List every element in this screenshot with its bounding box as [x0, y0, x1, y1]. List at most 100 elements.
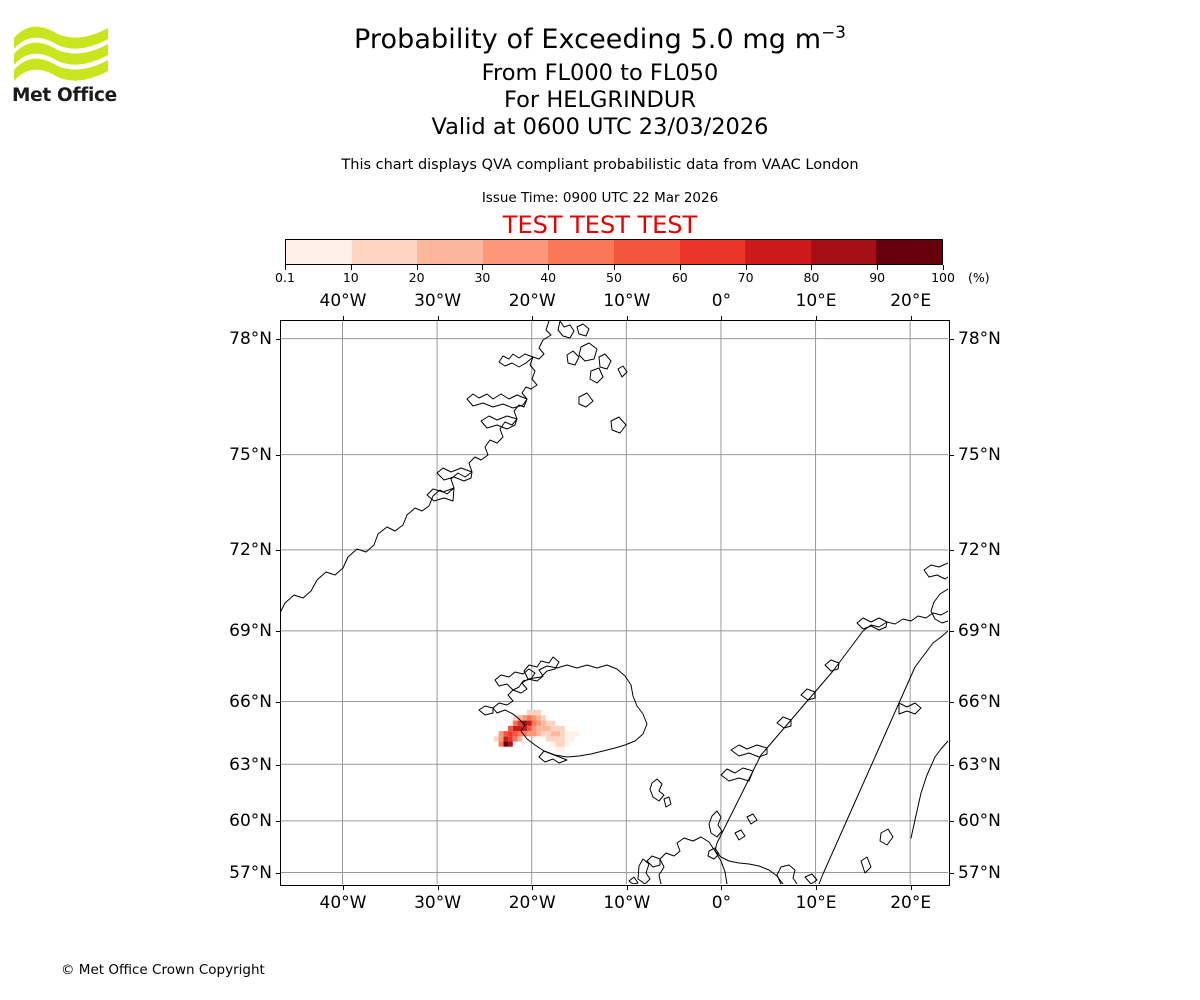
probability-cell: [545, 720, 551, 726]
tick-lon-bottom: [626, 886, 628, 890]
tick-lon-bottom: [910, 886, 912, 890]
lat-label-left-75°N: 75°N: [229, 445, 272, 466]
page-title: Probability of Exceeding 5.0 mg m−3: [0, 24, 1200, 55]
probability-cell: [560, 736, 565, 742]
tick-lat-left: [276, 631, 280, 633]
tick-lat-left: [276, 550, 280, 552]
colorbar-label-50: 50: [606, 270, 622, 285]
colorbar-cell-8: [810, 240, 877, 264]
title-main-text: Probability of Exceeding 5.0 mg m: [353, 24, 822, 55]
probability-cell: [517, 715, 523, 721]
lon-label-bottom-0°: 0°: [711, 893, 732, 913]
title-valid-time: Valid at 0600 UTC 23/03/2026: [431, 114, 769, 140]
probability-cell: [560, 731, 565, 737]
title-flight-levels: From FL000 to FL050: [481, 60, 719, 86]
scotland-west-inlets: [646, 855, 661, 868]
norway-skerries-a: [746, 813, 758, 825]
iceland-coastline: [492, 664, 648, 758]
probability-cell: [555, 725, 561, 732]
iceland-reykjanes-detail: [478, 705, 494, 716]
norway-fjord-c: [776, 716, 792, 729]
probability-cell: [512, 720, 518, 726]
lon-label-top-20°W: 20°W: [508, 291, 556, 311]
tick-lon-bottom: [342, 886, 344, 890]
probability-cell: [564, 736, 570, 742]
greenland-fjords-north: [498, 353, 534, 368]
probability-cell: [560, 741, 565, 747]
colorbar-cell-2: [417, 240, 483, 264]
island-bear: [610, 416, 627, 434]
norway-skerries-b: [734, 829, 746, 841]
tick-lat-left: [276, 873, 280, 875]
probability-cell: [536, 720, 542, 726]
ash-probability-map[interactable]: [280, 320, 950, 886]
probability-cell: [526, 715, 532, 721]
tick-lon-bottom: [721, 886, 723, 890]
probability-cell: [564, 741, 570, 747]
subtitle-qva-note: This chart displays QVA compliant probab…: [341, 157, 859, 173]
lat-label-left-69°N: 69°N: [229, 621, 272, 642]
probability-cell: [498, 731, 504, 737]
lon-label-top-30°W: 30°W: [414, 291, 462, 311]
probability-cell: [545, 736, 551, 742]
tick-lat-right: [950, 455, 954, 457]
probability-cell: [508, 731, 513, 737]
probability-cell: [526, 709, 532, 716]
colorbar-label-90: 90: [869, 270, 886, 285]
denmark-islands: [804, 873, 818, 884]
tick-lat-left: [276, 821, 280, 823]
probability-cell: [541, 725, 546, 732]
coastlines: [281, 321, 948, 884]
colorbar-tick-0.1: [285, 265, 286, 270]
colorbar-unit-label: (%): [968, 270, 990, 285]
colorbar-tick-50: [614, 265, 615, 270]
scotland-coastline: [658, 836, 728, 884]
lat-label-left-72°N: 72°N: [229, 540, 272, 561]
tick-lon-top: [626, 316, 628, 320]
probability-cell: [498, 741, 504, 747]
probability-cell: [555, 736, 561, 742]
probability-cell: [517, 725, 523, 732]
probability-cell: [522, 715, 527, 721]
probability-cell: [512, 731, 518, 737]
lon-label-bottom-10°W: 10°W: [603, 893, 651, 913]
probability-cell: [541, 731, 546, 737]
tick-lat-left: [276, 764, 280, 766]
colorbar-cell-9: [876, 240, 942, 264]
colorbar-label-0.1: 0.1: [275, 270, 295, 285]
colorbar-tick-10: [350, 265, 352, 270]
probability-cell: [550, 741, 556, 747]
colorbar-tickmarks: [285, 265, 944, 273]
colorbar-cell-4: [548, 240, 614, 264]
tick-lon-top: [532, 316, 534, 320]
probability-cell: [503, 741, 509, 747]
lon-label-top-40°W: 40°W: [319, 291, 367, 311]
lat-label-right-66°N: 66°N: [958, 692, 1001, 713]
probability-cell: [564, 731, 570, 737]
island-north-e: [598, 353, 612, 370]
probability-cell: [560, 746, 565, 752]
norway-fjord-a: [824, 659, 840, 672]
probability-cell: [498, 736, 504, 742]
colorbar-gradient: [285, 239, 943, 265]
probability-cell: [569, 736, 575, 742]
orkney-islands: [707, 847, 720, 860]
island-north-b: [576, 323, 590, 337]
lon-label-bottom-30°W: 30°W: [414, 893, 462, 913]
tick-lon-top: [342, 316, 344, 320]
lat-label-right-72°N: 72°N: [958, 540, 1001, 561]
lat-label-left-78°N: 78°N: [229, 329, 272, 350]
probability-cell: [531, 725, 537, 732]
lon-label-top-10°W: 10°W: [603, 291, 651, 311]
lon-label-bottom-20°E: 20°E: [890, 893, 932, 913]
probability-cell: [550, 731, 556, 737]
tick-lon-top: [910, 316, 912, 320]
greenland-inlet-a: [436, 467, 473, 482]
colorbar-tick-70: [745, 265, 747, 270]
probability-cell: [555, 731, 561, 737]
probability-cell: [508, 736, 513, 742]
colorbar-label-60: 60: [671, 270, 688, 285]
lon-label-top-10°E: 10°E: [795, 291, 837, 311]
island-north-c: [578, 342, 598, 362]
greenland-fjord-scoresby: [466, 393, 528, 409]
